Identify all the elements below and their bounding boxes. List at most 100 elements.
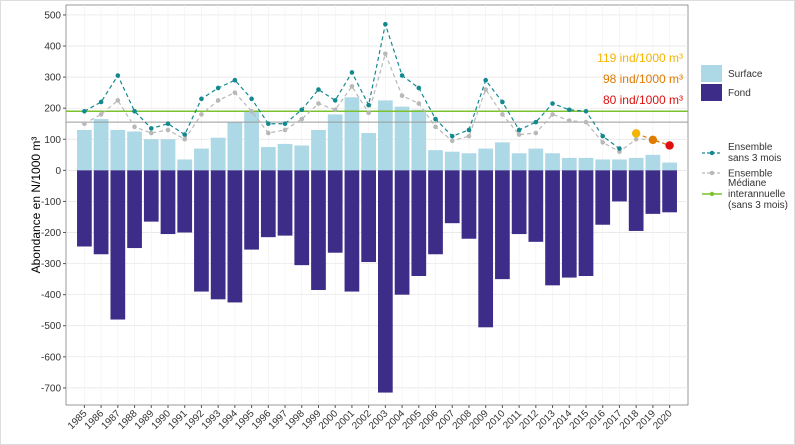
point [332,98,338,103]
point [483,77,488,83]
bar [244,170,259,250]
bar [160,139,176,171]
bar [578,157,594,171]
point [182,132,188,137]
bar [628,170,644,231]
annotation-label: 119 ind/1000 m³ [597,51,683,65]
point [600,133,606,139]
bar [662,170,677,213]
bar [344,97,360,171]
y-tick-label: 300 [44,73,61,84]
bar [378,100,393,171]
bar [311,170,326,291]
bar [244,111,259,171]
bar [528,148,544,171]
bar [327,170,343,253]
point [600,140,606,145]
point [449,133,455,139]
y-tick-label: -600 [41,352,61,363]
legend-label: Ensemble sans 3 mois [728,142,781,164]
bar [595,159,611,171]
bar [127,131,142,171]
bar [227,122,243,171]
point [433,124,438,130]
bar [394,170,410,295]
bar [444,151,460,171]
bar [478,170,494,328]
point [98,112,104,117]
bar [93,119,109,171]
point [516,127,522,133]
bar [110,129,126,171]
point [132,124,137,130]
bar [177,159,193,171]
point [232,77,238,83]
point [633,136,639,142]
bar [110,170,126,320]
bar [612,170,627,202]
bar [361,170,376,263]
bar [93,170,109,255]
bar [277,170,293,236]
bar [628,157,644,171]
bar [662,162,677,171]
point [550,101,555,106]
legend-label: Surface [728,69,763,80]
point [232,90,238,95]
point [199,112,204,117]
point [566,118,572,123]
y-tick-label: -100 [41,197,61,208]
point [266,130,271,136]
point [132,108,137,114]
point [165,121,171,127]
point [215,85,221,91]
point [550,112,555,117]
bar [511,170,527,235]
bar [595,170,611,225]
point [583,108,589,114]
bar [260,170,276,238]
point [316,87,321,92]
point [282,127,288,133]
bar [511,153,527,171]
bar [327,114,343,171]
point [249,108,254,114]
bar [378,170,393,393]
point [399,73,405,78]
bar [394,106,410,171]
bar [428,150,443,171]
y-tick-label: 200 [44,104,61,115]
bar [344,170,360,292]
bar [227,170,243,303]
bar [194,148,209,171]
bar [77,170,92,247]
bar [210,170,226,300]
y-tick-label: 0 [55,166,61,177]
bar [561,170,577,278]
legend-point [709,170,715,176]
point [299,107,305,113]
point [433,116,438,122]
bar [578,170,594,277]
bar [411,170,427,277]
bar [645,170,661,214]
point [249,96,254,102]
bar [428,170,443,255]
bar [277,143,293,171]
annotation-label: 98 ind/1000 m³ [603,72,683,86]
point [466,127,472,133]
bar [294,145,310,171]
bar [143,170,159,222]
bar [561,157,577,171]
bar [210,137,226,171]
y-tick-label: -200 [41,228,61,239]
bar [645,154,661,171]
legend-point [709,191,715,197]
point [416,85,422,91]
point [383,21,388,27]
bar [143,139,159,171]
bar [528,170,544,242]
point [182,136,188,142]
bar [461,153,477,171]
